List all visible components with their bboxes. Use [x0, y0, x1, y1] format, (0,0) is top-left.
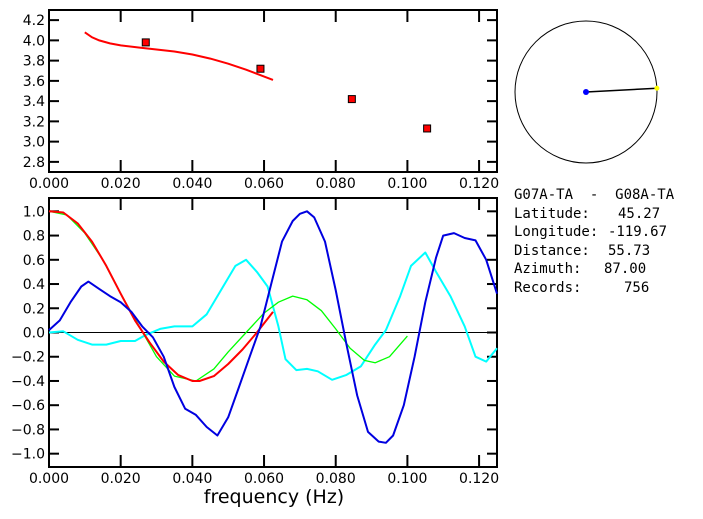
target-marker [654, 85, 660, 91]
info-label: Records: [514, 279, 582, 296]
x-tick-label: 0.040 [172, 471, 212, 487]
y-tick-label: 0.0 [23, 326, 45, 342]
map-boundary-circle [514, 20, 658, 164]
data-point [347, 95, 356, 104]
info-row-azimuth: Azimuth: 87.00 [514, 260, 674, 279]
y-tick-label: 4.2 [23, 13, 45, 29]
y-tick-label: 3.6 [23, 74, 45, 90]
data-point [423, 124, 432, 133]
x-tick-label: 0.040 [172, 176, 212, 192]
x-tick-label: 0.120 [459, 176, 499, 192]
series-line-2 [48, 210, 274, 382]
info-value: -119.67 [608, 224, 668, 240]
info-label: Latitude: [514, 205, 590, 222]
info-label: Longitude: [514, 224, 599, 240]
y-tick-label: 3.2 [23, 114, 45, 130]
plot-frame [48, 9, 498, 173]
info-row-distance: Distance: 55.73 [514, 242, 674, 261]
info-row-records: Records: 756 [514, 279, 674, 298]
azimuth-line [585, 87, 657, 93]
info-label: Distance: [514, 242, 590, 259]
y-tick-label: −0.6 [11, 398, 45, 414]
y-tick-label: −1.0 [11, 447, 45, 463]
station-info-panel: G07A-TA - G08A-TA Latitude: 45.27 Longitu… [514, 186, 674, 297]
info-value: 87.00 [604, 261, 647, 277]
y-tick-label: 0.6 [23, 253, 45, 269]
data-point [256, 64, 265, 73]
info-label: Azimuth: [514, 261, 582, 277]
y-tick-label: 0.8 [23, 229, 45, 245]
x-tick-label: 0.000 [29, 471, 69, 487]
data-point [141, 38, 150, 47]
series-line-3 [48, 210, 498, 444]
x-tick-label: 0.100 [387, 176, 427, 192]
series-line-1 [48, 210, 408, 382]
x-tick-label: 0.020 [101, 176, 141, 192]
info-value: 756 [624, 279, 650, 296]
x-tick-label: 0.080 [316, 471, 356, 487]
info-row-latitude: Latitude: 45.27 [514, 205, 674, 224]
station-marker [583, 89, 589, 95]
y-tick-label: 3.4 [23, 94, 45, 110]
info-value: 55.73 [608, 242, 651, 259]
y-tick-label: 0.4 [23, 277, 45, 293]
y-tick-label: 1.0 [23, 204, 45, 220]
correlation-plot: 0.000 0.020 0.040 0.060 0.080 0.100 0.120 −1.0 −… [11, 197, 499, 487]
y-tick-label: 4.0 [23, 33, 45, 49]
info-row-longitude: Longitude: -119.67 [514, 223, 674, 242]
y-tick-label: −0.8 [11, 422, 45, 438]
y-tick-label: 2.8 [23, 155, 45, 171]
series-line-0 [48, 251, 498, 381]
y-tick-label: 0.2 [23, 301, 45, 317]
x-tick-label: 0.100 [387, 471, 427, 487]
info-value: 45.27 [618, 205, 661, 222]
station-pair-title: G07A-TA - G08A-TA [514, 187, 675, 203]
x-tick-label: 0.060 [244, 176, 284, 192]
phase-velocity-plot: 0.000 0.020 0.040 0.060 0.080 0.100 0.120 2.8 3.… [23, 9, 499, 192]
x-tick-label: 0.060 [244, 471, 284, 487]
x-tick-label: 0.080 [316, 176, 356, 192]
x-tick-label: 0.020 [101, 471, 141, 487]
y-tick-label: −0.4 [11, 374, 45, 390]
y-tick-label: −0.2 [11, 350, 45, 366]
y-tick-label: 3.8 [23, 54, 45, 70]
x-axis-label: frequency (Hz) [204, 486, 344, 508]
x-tick-label: 0.000 [29, 176, 69, 192]
fit-curve [84, 31, 274, 81]
y-tick-label: 3.0 [23, 135, 45, 151]
azimuth-map [514, 20, 660, 164]
x-tick-label: 0.120 [459, 471, 499, 487]
